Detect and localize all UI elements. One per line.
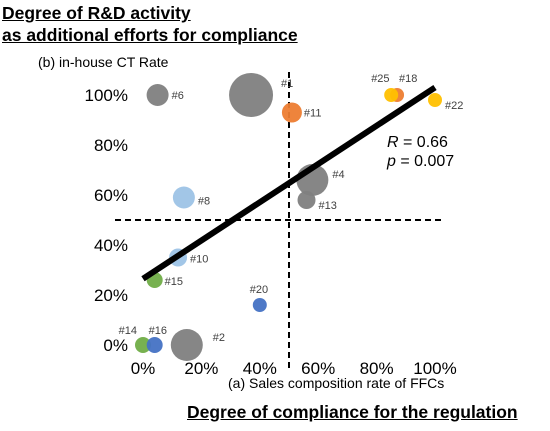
r-value: R = 0.66	[387, 134, 448, 151]
point-label-16: #16	[149, 325, 167, 337]
y-tick-labels: 0% 20% 40% 60% 80% 100%	[85, 86, 128, 355]
x-tick-labels: 0% 20% 40% 60% 80% 100%	[131, 359, 457, 378]
title-line-2: as additional efforts for compliance	[2, 25, 298, 45]
point-label-15: #15	[165, 276, 183, 288]
point-16	[146, 337, 163, 353]
point-13	[297, 191, 316, 209]
x-tick-0: 0%	[131, 359, 156, 378]
y-axis-label: (b) in-house CT Rate	[38, 54, 169, 70]
point-2	[170, 329, 203, 361]
point-22	[428, 93, 442, 107]
p-value: p = 0.007	[386, 153, 454, 170]
point-label-20: #20	[250, 284, 268, 296]
point-6	[146, 84, 169, 106]
y-tick-100: 100%	[85, 86, 128, 105]
r-number: = 0.66	[399, 134, 448, 151]
bottom-title: Degree of compliance for the regulation	[187, 402, 518, 422]
point-8	[172, 186, 195, 209]
point-label-25: #25	[371, 73, 389, 85]
point-labels: #1 #2 #4 #6 #8 #10 #11 #13 #14 #15 #16 #18 #20 #22 #25	[119, 73, 464, 344]
y-tick-0: 0%	[103, 336, 128, 355]
x-tick-20: 20%	[184, 359, 218, 378]
y-tick-20: 20%	[94, 286, 128, 305]
chart-title: Degree of R&D activity as additional eff…	[2, 2, 298, 46]
point-11	[281, 102, 302, 123]
regression-line-group	[141, 84, 437, 282]
x-tick-40: 40%	[243, 359, 277, 378]
threshold-lines	[115, 72, 445, 368]
regression-stats: R = 0.66p = 0.007	[386, 134, 454, 170]
x-tick-80: 80%	[360, 359, 394, 378]
point-25	[384, 88, 399, 102]
point-label-1: #1	[281, 78, 293, 90]
y-tick-40: 40%	[94, 236, 128, 255]
point-label-18: #18	[399, 73, 417, 85]
point-20	[252, 298, 267, 312]
x-tick-60: 60%	[301, 359, 335, 378]
y-tick-80: 80%	[94, 136, 128, 155]
point-label-14: #14	[119, 325, 137, 337]
title-line-1: Degree of R&D activity	[2, 3, 191, 23]
point-label-6: #6	[172, 90, 184, 102]
r-symbol: R	[387, 134, 399, 151]
point-label-22: #22	[445, 100, 463, 112]
point-label-10: #10	[190, 254, 208, 266]
y-tick-60: 60%	[94, 186, 128, 205]
x-tick-100: 100%	[413, 359, 456, 378]
point-label-2: #2	[213, 332, 225, 344]
point-label-8: #8	[198, 196, 210, 208]
point-1	[229, 73, 274, 117]
p-number: = 0.007	[396, 153, 454, 170]
p-symbol: p	[386, 153, 396, 170]
point-label-13: #13	[319, 200, 337, 212]
x-axis-label: (a) Sales composition rate of FFCs	[228, 375, 445, 391]
point-14	[135, 337, 151, 353]
point-label-11: #11	[304, 108, 322, 120]
regression-line	[141, 84, 437, 282]
data-points	[135, 73, 442, 361]
point-label-4: #4	[332, 169, 344, 181]
